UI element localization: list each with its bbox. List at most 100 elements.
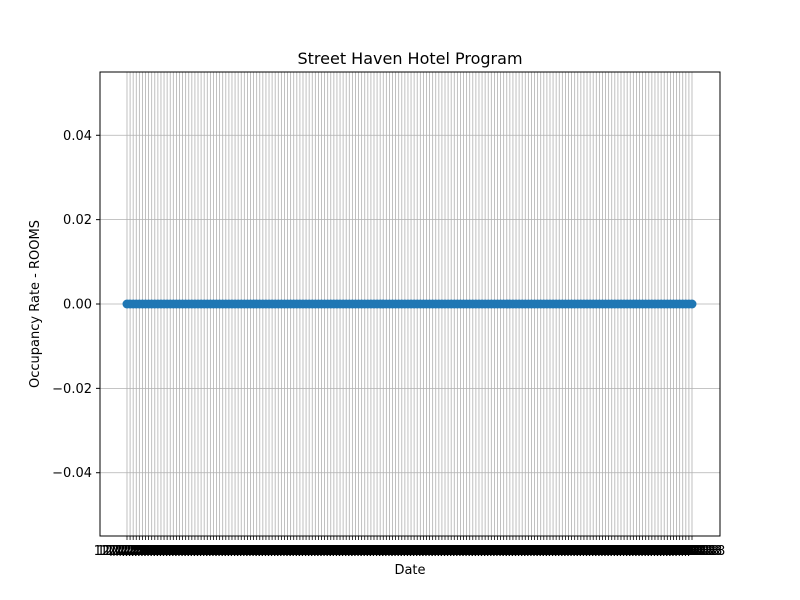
x-tick-label: 12/1/2018 <box>242 544 309 559</box>
x-tick-label: 12/1/2018 <box>297 544 364 559</box>
x-tick-label: 12/1/2018 <box>399 544 466 559</box>
x-tick-label: 12/1/2018 <box>597 544 664 559</box>
x-tick-label: 12/1/2018 <box>106 544 173 559</box>
x-tick-label: 12/1/2018 <box>313 544 380 559</box>
x-tick-label: 12/1/2018 <box>174 544 241 559</box>
x-tick-label: 12/1/2018 <box>606 544 673 559</box>
x-tick-label: 12/1/2018 <box>316 544 383 559</box>
x-tick-label: 12/1/2018 <box>643 544 710 559</box>
x-tick-label: 12/1/2018 <box>183 544 250 559</box>
chart-title: Street Haven Hotel Program <box>297 49 522 68</box>
x-ticks: 12/1/201812/1/201812/1/201812/1/201812/1… <box>94 536 725 559</box>
x-tick-label: 12/1/2018 <box>529 544 596 559</box>
x-tick-label: 12/1/2018 <box>152 544 219 559</box>
x-tick-label: 12/1/2018 <box>615 544 682 559</box>
x-tick-label: 12/1/2018 <box>248 544 315 559</box>
x-tick-label: 12/1/2018 <box>279 544 346 559</box>
data-point <box>687 299 697 309</box>
x-tick-label: 12/1/2018 <box>538 544 605 559</box>
x-tick-label: 12/1/2018 <box>171 544 238 559</box>
x-tick-label: 12/1/2018 <box>612 544 679 559</box>
x-tick-label: 12/1/2018 <box>387 544 454 559</box>
x-tick-label: 12/1/2018 <box>464 544 531 559</box>
x-tick-label: 12/1/2018 <box>418 544 485 559</box>
x-tick-label: 12/1/2018 <box>625 544 692 559</box>
x-tick-label: 12/1/2018 <box>189 544 256 559</box>
x-tick-label: 12/1/2018 <box>517 544 584 559</box>
x-tick-label: 12/1/2018 <box>495 544 562 559</box>
x-tick-label: 12/1/2018 <box>498 544 565 559</box>
x-tick-label: 12/1/2018 <box>128 544 195 559</box>
data-points <box>122 299 697 309</box>
x-tick-label: 12/1/2018 <box>372 544 439 559</box>
x-tick-label: 12/1/2018 <box>134 544 201 559</box>
x-tick-label: 12/1/2018 <box>409 544 476 559</box>
x-tick-label: 12/1/2018 <box>507 544 574 559</box>
x-tick-label: 12/1/2018 <box>177 544 244 559</box>
x-tick-label: 12/1/2018 <box>461 544 528 559</box>
x-tick-label: 12/1/2018 <box>544 544 611 559</box>
x-tick-label: 12/1/2018 <box>467 544 534 559</box>
x-tick-label: 12/1/2018 <box>325 544 392 559</box>
y-tick-label: −0.04 <box>52 466 92 481</box>
x-tick-label: 12/1/2018 <box>143 544 210 559</box>
x-tick-label: 12/1/2018 <box>155 544 222 559</box>
x-tick-label: 12/1/2018 <box>433 544 500 559</box>
x-tick-label: 12/1/2018 <box>205 544 272 559</box>
x-tick-label: 12/1/2018 <box>368 544 435 559</box>
x-tick-label: 12/1/2018 <box>239 544 306 559</box>
x-tick-label: 12/1/2018 <box>560 544 627 559</box>
x-tick-label: 12/1/2018 <box>384 544 451 559</box>
x-tick-label: 12/1/2018 <box>334 544 401 559</box>
x-tick-label: 12/1/2018 <box>572 544 639 559</box>
x-tick-label: 12/1/2018 <box>362 544 429 559</box>
x-tick-label: 12/1/2018 <box>319 544 386 559</box>
x-tick-label: 12/1/2018 <box>350 544 417 559</box>
x-tick-label: 12/1/2018 <box>356 544 423 559</box>
x-tick-label: 12/1/2018 <box>140 544 207 559</box>
y-tick-label: 0.04 <box>63 129 92 144</box>
x-tick-label: 12/1/2018 <box>301 544 368 559</box>
x-tick-label: 12/1/2018 <box>217 544 284 559</box>
x-tick-label: 12/1/2018 <box>649 544 716 559</box>
x-tick-label: 12/1/2018 <box>504 544 571 559</box>
x-tick-label: 12/1/2018 <box>125 544 192 559</box>
x-tick-label: 12/1/2018 <box>652 544 719 559</box>
x-tick-label: 12/1/2018 <box>245 544 312 559</box>
x-tick-label: 12/1/2018 <box>510 544 577 559</box>
x-tick-label: 12/1/2018 <box>600 544 667 559</box>
x-tick-label: 12/1/2018 <box>220 544 287 559</box>
x-tick-label: 12/1/2018 <box>405 544 472 559</box>
x-tick-label: 12/1/2018 <box>359 544 426 559</box>
x-tick-label: 12/1/2018 <box>115 544 182 559</box>
x-tick-label: 12/1/2018 <box>226 544 293 559</box>
x-tick-label: 12/1/2018 <box>112 544 179 559</box>
x-tick-label: 12/1/2018 <box>251 544 318 559</box>
x-tick-label: 12/1/2018 <box>646 544 713 559</box>
x-tick-label: 12/1/2018 <box>557 544 624 559</box>
x-tick-label: 12/1/2018 <box>168 544 235 559</box>
x-tick-label: 12/1/2018 <box>267 544 334 559</box>
x-tick-label: 12/1/2018 <box>520 544 587 559</box>
x-tick-label: 12/1/2018 <box>436 544 503 559</box>
x-tick-label: 12/1/2018 <box>421 544 488 559</box>
x-tick-label: 12/1/2018 <box>628 544 695 559</box>
x-tick-label: 12/1/2018 <box>523 544 590 559</box>
x-tick-label: 12/1/2018 <box>118 544 185 559</box>
x-tick-label: 12/1/2018 <box>233 544 300 559</box>
x-tick-label: 12/1/2018 <box>581 544 648 559</box>
x-tick-label: 12/1/2018 <box>554 544 621 559</box>
x-tick-label: 12/1/2018 <box>97 544 164 559</box>
x-tick-label: 12/1/2018 <box>285 544 352 559</box>
x-tick-label: 12/1/2018 <box>640 544 707 559</box>
x-tick-label: 12/1/2018 <box>588 544 655 559</box>
x-tick-label: 12/1/2018 <box>532 544 599 559</box>
x-tick-label: 12/1/2018 <box>270 544 337 559</box>
x-tick-label: 12/1/2018 <box>390 544 457 559</box>
x-tick-label: 12/1/2018 <box>446 544 513 559</box>
x-tick-label: 12/1/2018 <box>263 544 330 559</box>
x-tick-label: 12/1/2018 <box>622 544 689 559</box>
x-tick-label: 12/1/2018 <box>575 544 642 559</box>
x-tick-label: 12/1/2018 <box>427 544 494 559</box>
